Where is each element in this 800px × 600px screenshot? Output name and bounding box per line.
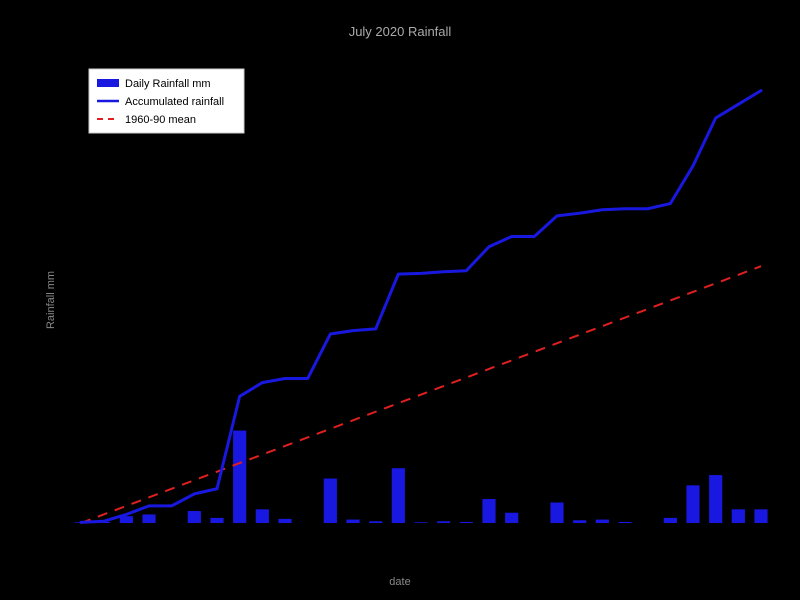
daily-bar <box>573 520 586 523</box>
daily-bar <box>596 520 609 523</box>
legend-label: Daily Rainfall mm <box>125 78 211 90</box>
legend-label: 1960-90 mean <box>125 114 196 126</box>
legend: Daily Rainfall mm Accumulated rainfall 196… <box>89 69 244 133</box>
daily-bar <box>505 513 518 523</box>
daily-bar <box>709 475 722 523</box>
daily-bar <box>233 431 246 523</box>
daily-bar <box>437 521 450 523</box>
x-axis-label: date <box>0 576 800 588</box>
mean-line <box>81 266 761 523</box>
daily-bar <box>754 509 767 523</box>
daily-bar <box>482 499 495 523</box>
daily-bar <box>550 502 563 523</box>
daily-bar <box>664 518 677 523</box>
chart-plot-area: Daily Rainfall mm Accumulated rainfall 196… <box>70 60 770 530</box>
daily-bar <box>460 522 473 523</box>
accumulated-rainfall-line <box>81 91 761 523</box>
chart-svg: Daily Rainfall mm Accumulated rainfall 196… <box>71 61 771 531</box>
daily-bar <box>256 509 269 523</box>
daily-bar <box>686 485 699 523</box>
daily-bar <box>142 514 155 523</box>
accumulated-line-path <box>81 91 761 523</box>
daily-bar <box>369 521 382 523</box>
legend-swatch-bar <box>97 79 119 87</box>
y-axis-label: Rainfall mm <box>45 271 57 329</box>
daily-bar <box>188 511 201 523</box>
daily-bar <box>346 520 359 523</box>
daily-bar <box>414 522 427 523</box>
chart-title: July 2020 Rainfall <box>0 24 800 39</box>
legend-label: Accumulated rainfall <box>125 96 224 108</box>
daily-bar <box>392 468 405 523</box>
daily-bar <box>732 509 745 523</box>
daily-rainfall-bars <box>74 431 767 523</box>
daily-bar <box>618 522 631 523</box>
daily-bar <box>210 518 223 523</box>
daily-bar <box>278 519 291 523</box>
daily-bar <box>324 479 337 524</box>
mean-line-segment <box>81 266 761 523</box>
